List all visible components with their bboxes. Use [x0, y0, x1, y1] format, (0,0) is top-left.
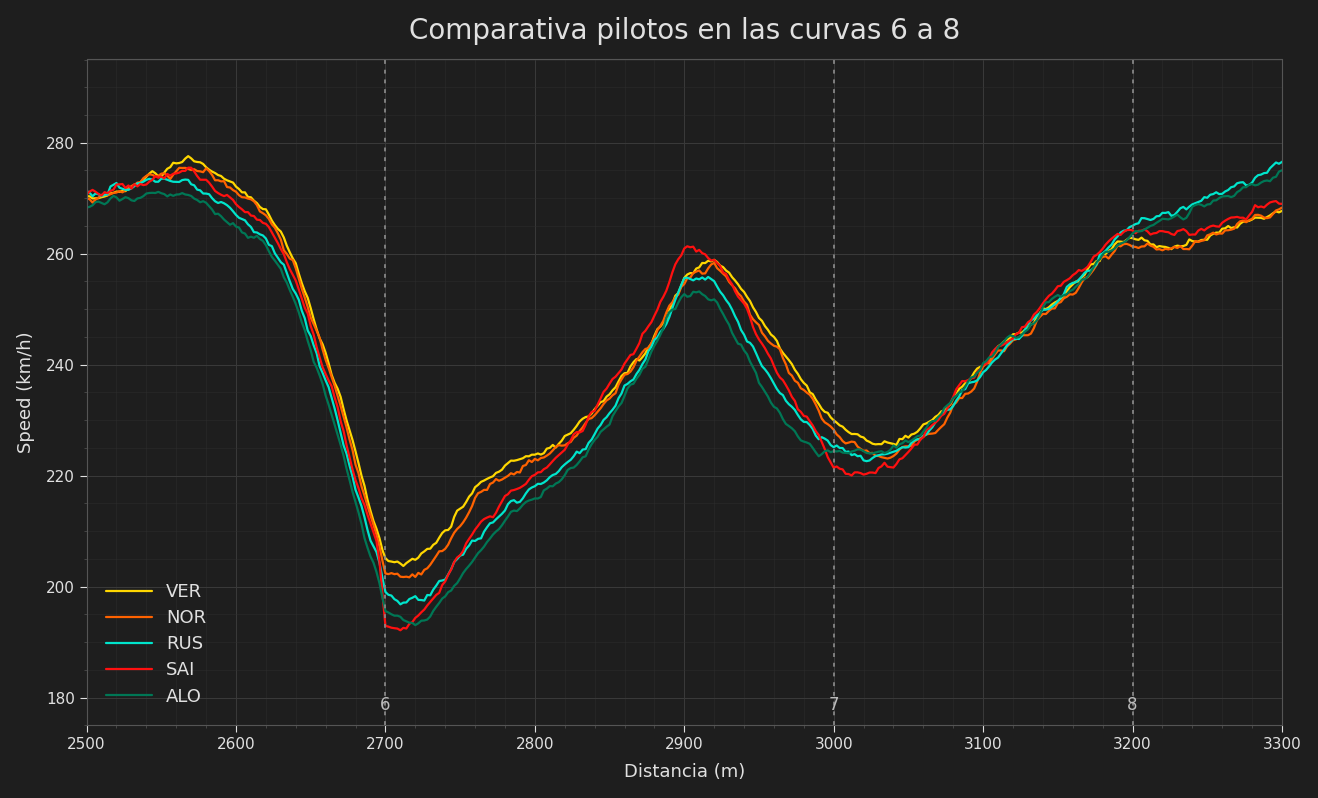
Text: 6: 6: [380, 697, 390, 714]
NOR: [467, 493, 482, 503]
Legend: VER, NOR, RUS, SAI, ALO: VER, NOR, RUS, SAI, ALO: [96, 572, 217, 717]
NOR: [1280, 202, 1296, 211]
SAI: [1280, 191, 1296, 200]
ALO: [464, 557, 480, 567]
SAI: [136, 180, 152, 190]
RUS: [608, 401, 623, 410]
RUS: [79, 186, 95, 196]
RUS: [1280, 151, 1296, 160]
VER: [497, 460, 513, 470]
ALO: [608, 406, 623, 416]
ALO: [407, 620, 423, 630]
NOR: [136, 173, 152, 183]
ALO: [494, 520, 510, 530]
Line: SAI: SAI: [87, 168, 1288, 630]
NOR: [610, 380, 626, 389]
NOR: [79, 194, 95, 203]
VER: [1041, 302, 1057, 312]
SAI: [467, 525, 482, 535]
SAI: [497, 492, 513, 501]
VER: [395, 561, 411, 571]
Title: Comparativa pilotos en las curvas 6 a 8: Comparativa pilotos en las curvas 6 a 8: [409, 17, 960, 45]
Text: 8: 8: [1127, 697, 1137, 714]
RUS: [494, 509, 510, 519]
RUS: [136, 177, 152, 187]
ALO: [327, 420, 343, 429]
VER: [136, 175, 152, 184]
SAI: [1041, 291, 1057, 301]
NOR: [1041, 306, 1057, 316]
NOR: [330, 391, 345, 401]
SAI: [393, 626, 409, 635]
SAI: [610, 369, 626, 378]
ALO: [1280, 170, 1296, 180]
ALO: [1039, 298, 1054, 307]
VER: [1280, 207, 1296, 216]
SAI: [79, 190, 95, 200]
ALO: [1275, 165, 1290, 175]
SAI: [330, 402, 345, 412]
RUS: [1039, 305, 1054, 314]
NOR: [171, 163, 187, 172]
SAI: [181, 163, 196, 172]
VER: [610, 377, 626, 386]
Line: ALO: ALO: [87, 170, 1288, 625]
Line: VER: VER: [87, 156, 1288, 566]
ALO: [79, 203, 95, 212]
VER: [79, 192, 95, 201]
RUS: [393, 599, 409, 609]
X-axis label: Distancia (m): Distancia (m): [623, 764, 745, 781]
RUS: [327, 404, 343, 413]
VER: [181, 152, 196, 161]
ALO: [136, 192, 152, 201]
VER: [330, 384, 345, 393]
NOR: [402, 572, 418, 582]
NOR: [497, 473, 513, 483]
Line: RUS: RUS: [87, 156, 1288, 604]
VER: [467, 483, 482, 492]
Line: NOR: NOR: [87, 168, 1288, 577]
RUS: [464, 535, 480, 545]
Y-axis label: Speed (km/h): Speed (km/h): [17, 332, 34, 453]
Text: 7: 7: [829, 697, 840, 714]
